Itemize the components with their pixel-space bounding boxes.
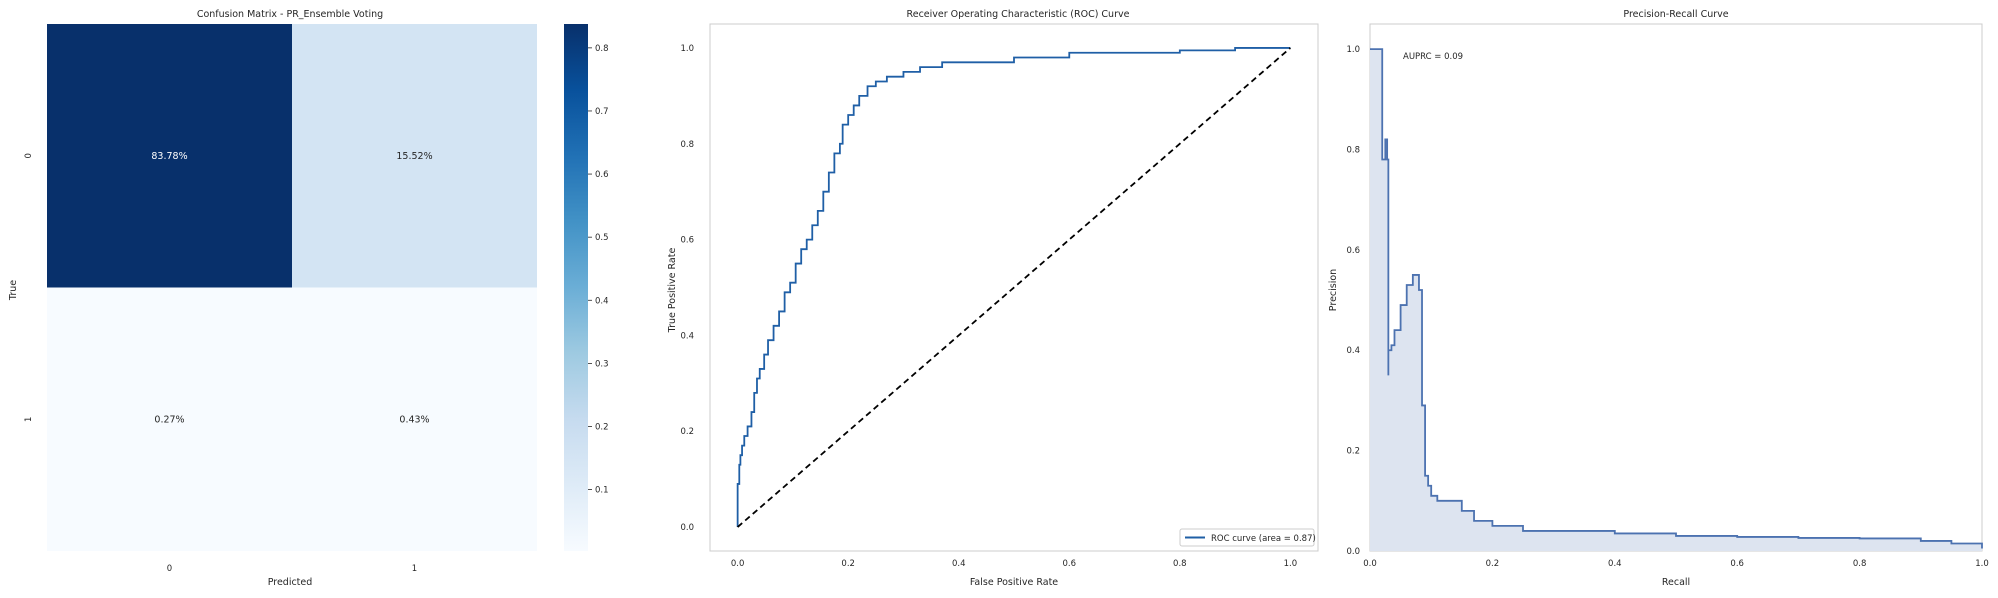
colorbar-tick-label: 0.8 [595,44,609,54]
cm-cells: 83.78% 15.52% 0.27% 0.43% [47,24,537,551]
cm-xlabel: Predicted [268,577,313,588]
pr-xtick-label: 0.0 [1363,559,1377,569]
roc-xtick-label: 0.0 [731,559,745,569]
pr-ylabel: Precision [1328,269,1339,311]
roc-ytick-label: 0.2 [680,427,694,437]
cm-cell [47,287,292,551]
pr-title: Precision-Recall Curve [1623,9,1728,20]
pr-xtick-label: 0.6 [1730,559,1744,569]
cm-ylabel: True [8,280,19,301]
cm-colorbar: 0.1 0.2 0.3 0.4 0.5 0.6 0.7 0.8 [564,24,609,551]
roc-ytick-label: 0.8 [680,140,694,150]
cm-cell-label: 83.78% [151,151,187,162]
roc-chance-line [737,47,1291,528]
roc-legend-label: ROC curve (area = 0.87) [1211,534,1316,544]
cm-ytick-label: 0 [24,153,34,158]
roc-curve [736,47,1291,528]
colorbar-tick-label: 0.7 [595,107,609,117]
pr-plot-frame [1369,23,1983,552]
pr-xtick-label: 0.8 [1853,559,1867,569]
pr-ytick-label: 0.6 [1346,246,1360,256]
pr-xtick-label: 1.0 [1975,559,1989,569]
cm-cell [47,24,292,288]
pr-annotation: AUPRC = 0.09 [1403,52,1463,62]
roc-legend-box [1179,528,1315,547]
pr-ytick-label: 0.0 [1346,547,1360,557]
pr-curve [1370,48,1983,549]
colorbar-tick-label: 0.4 [595,296,609,306]
pr-area-fill [1370,49,1982,551]
cm-cell [292,24,537,288]
roc-xtick-label: 0.2 [841,559,855,569]
cm-ytick-label: 1 [24,417,34,422]
roc-xtick-label: 0.6 [1063,559,1077,569]
colorbar-tick-label: 0.6 [595,170,609,180]
roc-ylabel: True Positive Rate [667,248,678,334]
cm-xtick-label: 1 [412,564,417,574]
roc-lines [736,47,1291,528]
cm-cell-label: 15.52% [396,151,432,162]
cm-cell-label: 0.27% [154,414,184,425]
roc-ytick-label: 1.0 [680,44,694,54]
cm-title: Confusion Matrix - PR_Ensemble Voting [197,9,383,20]
pr-xtick-label: 0.2 [1486,559,1500,569]
roc-xtick-label: 0.4 [952,559,966,569]
cm-axes: 0 1 0 1 [24,153,417,574]
roc-xlabel: False Positive Rate [970,577,1058,588]
pr-panel: Precision-Recall Curve 0.0 0.2 0.4 0.6 0.8 1.… [1328,9,1989,588]
colorbar-tick-label: 0.5 [595,233,609,243]
pr-xtick-label: 0.4 [1608,559,1622,569]
roc-ytick-label: 0.6 [680,236,694,246]
cm-cell-label: 0.43% [399,414,429,425]
colorbar-tick-label: 0.1 [595,486,609,496]
roc-title: Receiver Operating Characteristic (ROC) … [907,9,1130,20]
roc-xtick-label: 0.8 [1173,559,1187,569]
colorbar-ticks: 0.1 0.2 0.3 0.4 0.5 0.6 0.7 0.8 [588,44,609,496]
colorbar-tick-label: 0.3 [595,359,609,369]
cm-cell [292,287,537,551]
pr-ytick-label: 1.0 [1346,45,1360,55]
roc-ticks: 0.0 0.2 0.4 0.6 0.8 1.0 0.0 0.2 0.4 0.6 0.8 1.0 [680,44,1297,569]
roc-ytick-label: 0.0 [680,523,694,533]
colorbar-gradient [564,24,588,551]
pr-ytick-label: 0.4 [1346,346,1360,356]
roc-xtick-label: 1.0 [1284,559,1298,569]
pr-xlabel: Recall [1662,577,1690,588]
roc-legend: ROC curve (area = 0.87) [1179,528,1316,547]
roc-panel: Receiver Operating Characteristic (ROC) … [667,9,1319,588]
roc-ytick-label: 0.4 [680,331,694,341]
confusion-matrix-panel: Confusion Matrix - PR_Ensemble Voting 83… [8,9,609,588]
pr-ytick-label: 0.8 [1346,145,1360,155]
pr-ticks: 0.0 0.2 0.4 0.6 0.8 1.0 0.0 0.2 0.4 0.6 0.8 1.0 [1346,45,1988,569]
pr-area [1370,48,1983,551]
colorbar-tick-label: 0.2 [595,422,609,432]
cm-xtick-label: 0 [167,564,172,574]
pr-ytick-label: 0.2 [1346,447,1360,457]
